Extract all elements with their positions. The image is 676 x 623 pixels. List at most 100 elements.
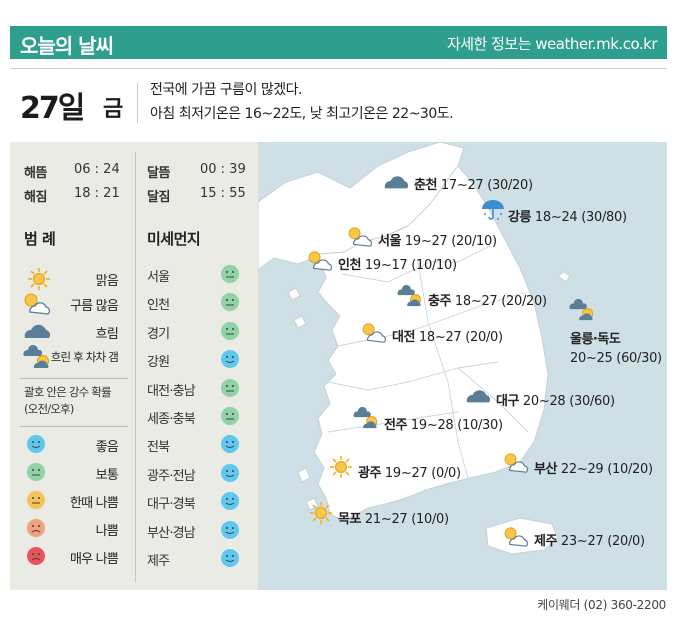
dust-status-icon [220,321,240,345]
partly-cloudy-icon [308,251,333,271]
date-day: 27일 [20,91,85,126]
moonrise-label: 달뜸 [147,166,170,181]
dust-status-icon [220,406,240,430]
city-name: 목포 [338,512,361,527]
partly-cloudy-icon [24,293,51,315]
partly-cloudy-icon [504,453,529,473]
dust-region-name: 인천 [147,298,170,314]
weather-map: 춘천 17~27 (30/20) 강릉 18~24 (30/80) 서울 19~27 … [258,142,667,590]
dust-title: 미세먼지 [147,230,201,248]
dust-status-icon [220,378,240,402]
dust-status-icon [220,349,240,373]
legend-item-sunny: 맑음 [95,274,119,289]
page-title: 오늘의 날씨 [20,34,114,58]
dust-face-icon [26,518,46,542]
date-summary-row: 27일 금 전국에 가끔 구름이 많겠다. 아침 최저기온은 16~22도, 낮… [10,68,667,134]
city-name: 인천 [338,258,361,273]
cloudy-then-clear-icon [397,284,422,307]
city-name: 대전 [392,330,415,345]
partly-cloudy-icon [504,527,529,547]
dust-level-label: 매우 나쁨 [70,552,119,567]
city-incheon: 인천 19~17 (10/10) [338,254,457,273]
city-temp: 19~27 (20/10) [404,234,497,249]
dust-region-name: 광주·전남 [147,468,196,484]
city-name: 울릉·독도 [570,332,621,347]
cloudy-then-clear-icon [353,406,378,429]
divider [137,83,138,123]
dust-level-label: 보통 [95,468,119,483]
precip-note-line-2: (오전/오후) [24,402,74,416]
dust-status-icon [220,491,240,515]
sunrise-time: 06 : 24 [74,162,120,177]
city-name: 강릉 [508,210,531,225]
dust-status-icon [220,264,240,288]
legend-title: 범 례 [24,230,56,248]
cloudy-icon [384,176,409,189]
city-temp: 18~27 (20/0) [418,330,503,345]
city-temp: 20~25 (60/30) [570,351,662,366]
legend-item-cloudy-then-clear: 흐린 후 차차 갬 [50,350,119,364]
dust-region-name: 세종·충북 [147,412,196,427]
city-gangneung: 강릉 18~24 (30/80) [508,206,627,225]
city-busan: 부산 22~29 (10/20) [534,458,653,477]
cloudy-icon [466,390,491,403]
city-seoul: 서울 19~27 (20/10) [378,230,497,249]
dust-face-icon [26,434,46,458]
dust-region-name: 제주 [147,554,170,569]
city-daejeon: 대전 18~27 (20/0) [392,326,503,345]
city-temp: 22~29 (10/20) [560,462,653,477]
moonset-label: 달짐 [147,190,170,205]
city-gwangju: 광주 19~27 (0/0) [358,462,461,481]
dust-level-label: 나쁨 [95,524,119,539]
forecast-summary: 전국에 가끔 구름이 많겠다. 아침 최저기온은 16~22도, 낮 최고기온은… [150,78,454,126]
date-weekday: 금 [103,97,124,122]
city-name: 광주 [358,466,381,481]
city-name: 서울 [378,234,401,249]
city-jeonju: 전주 19~28 (10/30) [384,414,503,433]
sunny-icon [310,502,332,524]
precip-note-line-1: 괄호 안은 강수 확률 [24,385,112,399]
city-name: 충주 [428,294,451,309]
more-info-link[interactable]: 자세한 정보는 weather.mk.co.kr [446,35,658,53]
legend-item-cloudy: 흐림 [95,327,119,342]
header-bar: 오늘의 날씨 자세한 정보는 weather.mk.co.kr [10,26,667,59]
umbrella-icon [482,200,504,220]
city-temp: 20~28 (30/60) [522,394,615,409]
moonrise-time: 00 : 39 [200,162,246,177]
city-temp: 19~28 (10/30) [410,418,503,433]
city-temp: 17~27 (30/20) [440,178,533,193]
dust-region-name: 대구·경북 [147,497,196,513]
dust-region-name: 대전·충남 [147,383,196,399]
city-temp: 23~27 (20/0) [560,534,645,549]
sunny-icon [28,268,50,290]
legend-divider [20,426,128,427]
dust-status-icon [220,463,240,487]
dust-status-icon [220,434,240,458]
dust-status-icon [220,548,240,572]
city-daegu: 대구 20~28 (30/60) [496,390,615,409]
city-temp: 19~17 (10/10) [364,258,457,273]
legend-item-partly-cloudy: 구름 많음 [70,299,119,314]
city-jeju: 제주 23~27 (20/0) [534,530,645,549]
summary-line-1: 전국에 가끔 구름이 많겠다. [150,82,302,98]
dust-region-name: 부산·경남 [147,525,196,541]
city-temp: 18~24 (30/80) [534,210,627,225]
dust-face-icon [26,490,46,514]
legend-divider [20,378,128,379]
info-panel: 해뜸 06 : 24 해짐 18 : 21 달뜸 00 : 39 달짐 15 :… [10,142,258,590]
moonset-time: 15 : 55 [200,186,246,201]
city-name: 제주 [534,534,557,549]
dust-status-icon [220,520,240,544]
city-name: 대구 [496,394,519,409]
city-name: 춘천 [414,178,437,193]
credit-line: 케이웨더 (02) 360-2200 [537,598,666,612]
sunny-icon [330,456,352,478]
korea-map-shape [258,142,571,555]
city-temp: 21~27 (10/0) [364,512,449,527]
summary-line-2: 아침 최저기온은 16~22도, 낮 최고기온은 22~30도. [150,106,454,122]
dust-region-name: 경기 [147,326,170,342]
dust-level-label: 한때 나쁨 [70,496,119,511]
dust-region-name: 서울 [147,270,170,285]
city-name: 부산 [534,462,557,477]
panel-divider [135,152,136,582]
